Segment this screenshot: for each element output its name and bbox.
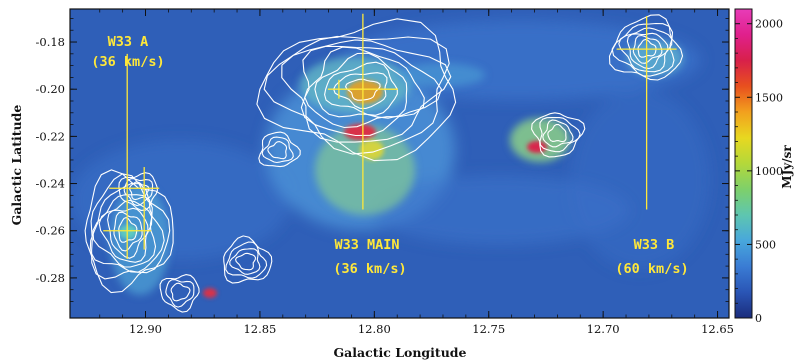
y-tick-label: -0.20 xyxy=(36,82,66,96)
contour-line xyxy=(547,123,567,143)
a-peak-cyan xyxy=(119,225,137,239)
colorbar-ticks: 0 500 1000 1500 2000 xyxy=(735,18,783,325)
contour-line xyxy=(608,14,684,81)
contour-line xyxy=(235,252,257,271)
colorbar-tick-label: 1000 xyxy=(755,165,783,178)
contour-line xyxy=(304,46,425,129)
annotation-w33b: W33 B (60 km/s) xyxy=(615,237,688,277)
contour-line xyxy=(165,279,195,308)
annotation-w33b-velocity: (60 km/s) xyxy=(615,261,688,277)
east-peak-red xyxy=(203,288,217,298)
x-tick-label: 12.85 xyxy=(243,322,276,336)
peak-emission xyxy=(119,80,547,298)
colorbar: 0 500 1000 1500 2000 MJy/sr xyxy=(734,8,794,325)
contour-line xyxy=(98,199,153,263)
x-axis-label: Galactic Longitude xyxy=(334,345,467,360)
annotation-w33a-label: W33 A xyxy=(108,34,149,50)
main-peak-yellow xyxy=(360,140,384,160)
contour-line xyxy=(539,117,581,153)
contour-line xyxy=(261,136,294,164)
main-cloud-green xyxy=(315,125,415,215)
annotation-w33main-label: W33 MAIN xyxy=(334,237,399,253)
colorbar-label: MJy/sr xyxy=(780,145,794,189)
plot-frame xyxy=(69,8,730,319)
annotation-w33a: W33 A (36 km/s) xyxy=(91,34,164,70)
contour-line xyxy=(229,248,261,275)
contour-line xyxy=(258,131,301,168)
annotation-w33main: W33 MAIN (36 km/s) xyxy=(333,237,406,277)
main-peak-orange xyxy=(347,80,383,104)
contour-line xyxy=(542,119,574,148)
contour-line xyxy=(84,169,174,294)
contour-line xyxy=(267,141,288,160)
east-source-cyan xyxy=(110,185,170,295)
x-tick-label: 12.65 xyxy=(701,322,734,336)
main-peak-red xyxy=(344,124,376,140)
x-tick-label: 12.80 xyxy=(358,322,391,336)
contour-layer xyxy=(84,14,684,313)
contour-line xyxy=(92,194,157,268)
contour-line xyxy=(281,39,452,143)
contour-line xyxy=(223,235,273,284)
contour-line xyxy=(300,45,443,137)
annotation-w33a-velocity: (36 km/s) xyxy=(91,54,164,70)
source-markers xyxy=(103,13,677,260)
x-tick-label: 12.70 xyxy=(587,322,620,336)
y-tick-label: -0.22 xyxy=(36,129,66,143)
contour-line xyxy=(531,112,586,158)
contour-line xyxy=(118,172,158,211)
y-tick-label: -0.26 xyxy=(36,224,66,238)
colorbar-tick-label: 0 xyxy=(755,312,762,325)
west-peak-red xyxy=(527,141,547,153)
x-tick-label: 12.90 xyxy=(129,322,162,336)
colorbar-scale xyxy=(734,8,753,319)
contour-line xyxy=(129,181,150,201)
y-axis-label: Galactic Latitude xyxy=(9,105,24,226)
contour-line xyxy=(170,282,191,302)
contour-line xyxy=(159,274,200,313)
axis-ticks: 12.90 12.85 12.80 12.75 12.70 12.65 -0.18 -0.20… xyxy=(36,9,734,336)
diffuse-ridge xyxy=(370,175,630,245)
colorbar-tick-label: 2000 xyxy=(755,18,783,31)
contour-line xyxy=(256,18,457,162)
colorbar-tick-label: 500 xyxy=(755,238,776,251)
y-tick-label: -0.28 xyxy=(36,271,66,285)
y-tick-label: -0.18 xyxy=(36,35,66,49)
contour-line xyxy=(123,178,154,207)
contour-line xyxy=(314,52,408,119)
x-tick-label: 12.75 xyxy=(472,322,505,336)
contour-line xyxy=(263,35,450,155)
contour-line xyxy=(324,61,398,116)
diffuse-band-east xyxy=(70,140,290,260)
colorbar-tick-label: 1500 xyxy=(755,91,783,104)
annotation-w33main-velocity: (36 km/s) xyxy=(333,261,406,277)
heatmap-plot xyxy=(70,9,729,318)
y-tick-label: -0.24 xyxy=(36,177,66,191)
annotation-w33b-label: W33 B xyxy=(634,237,675,253)
diffuse-west xyxy=(570,90,710,270)
